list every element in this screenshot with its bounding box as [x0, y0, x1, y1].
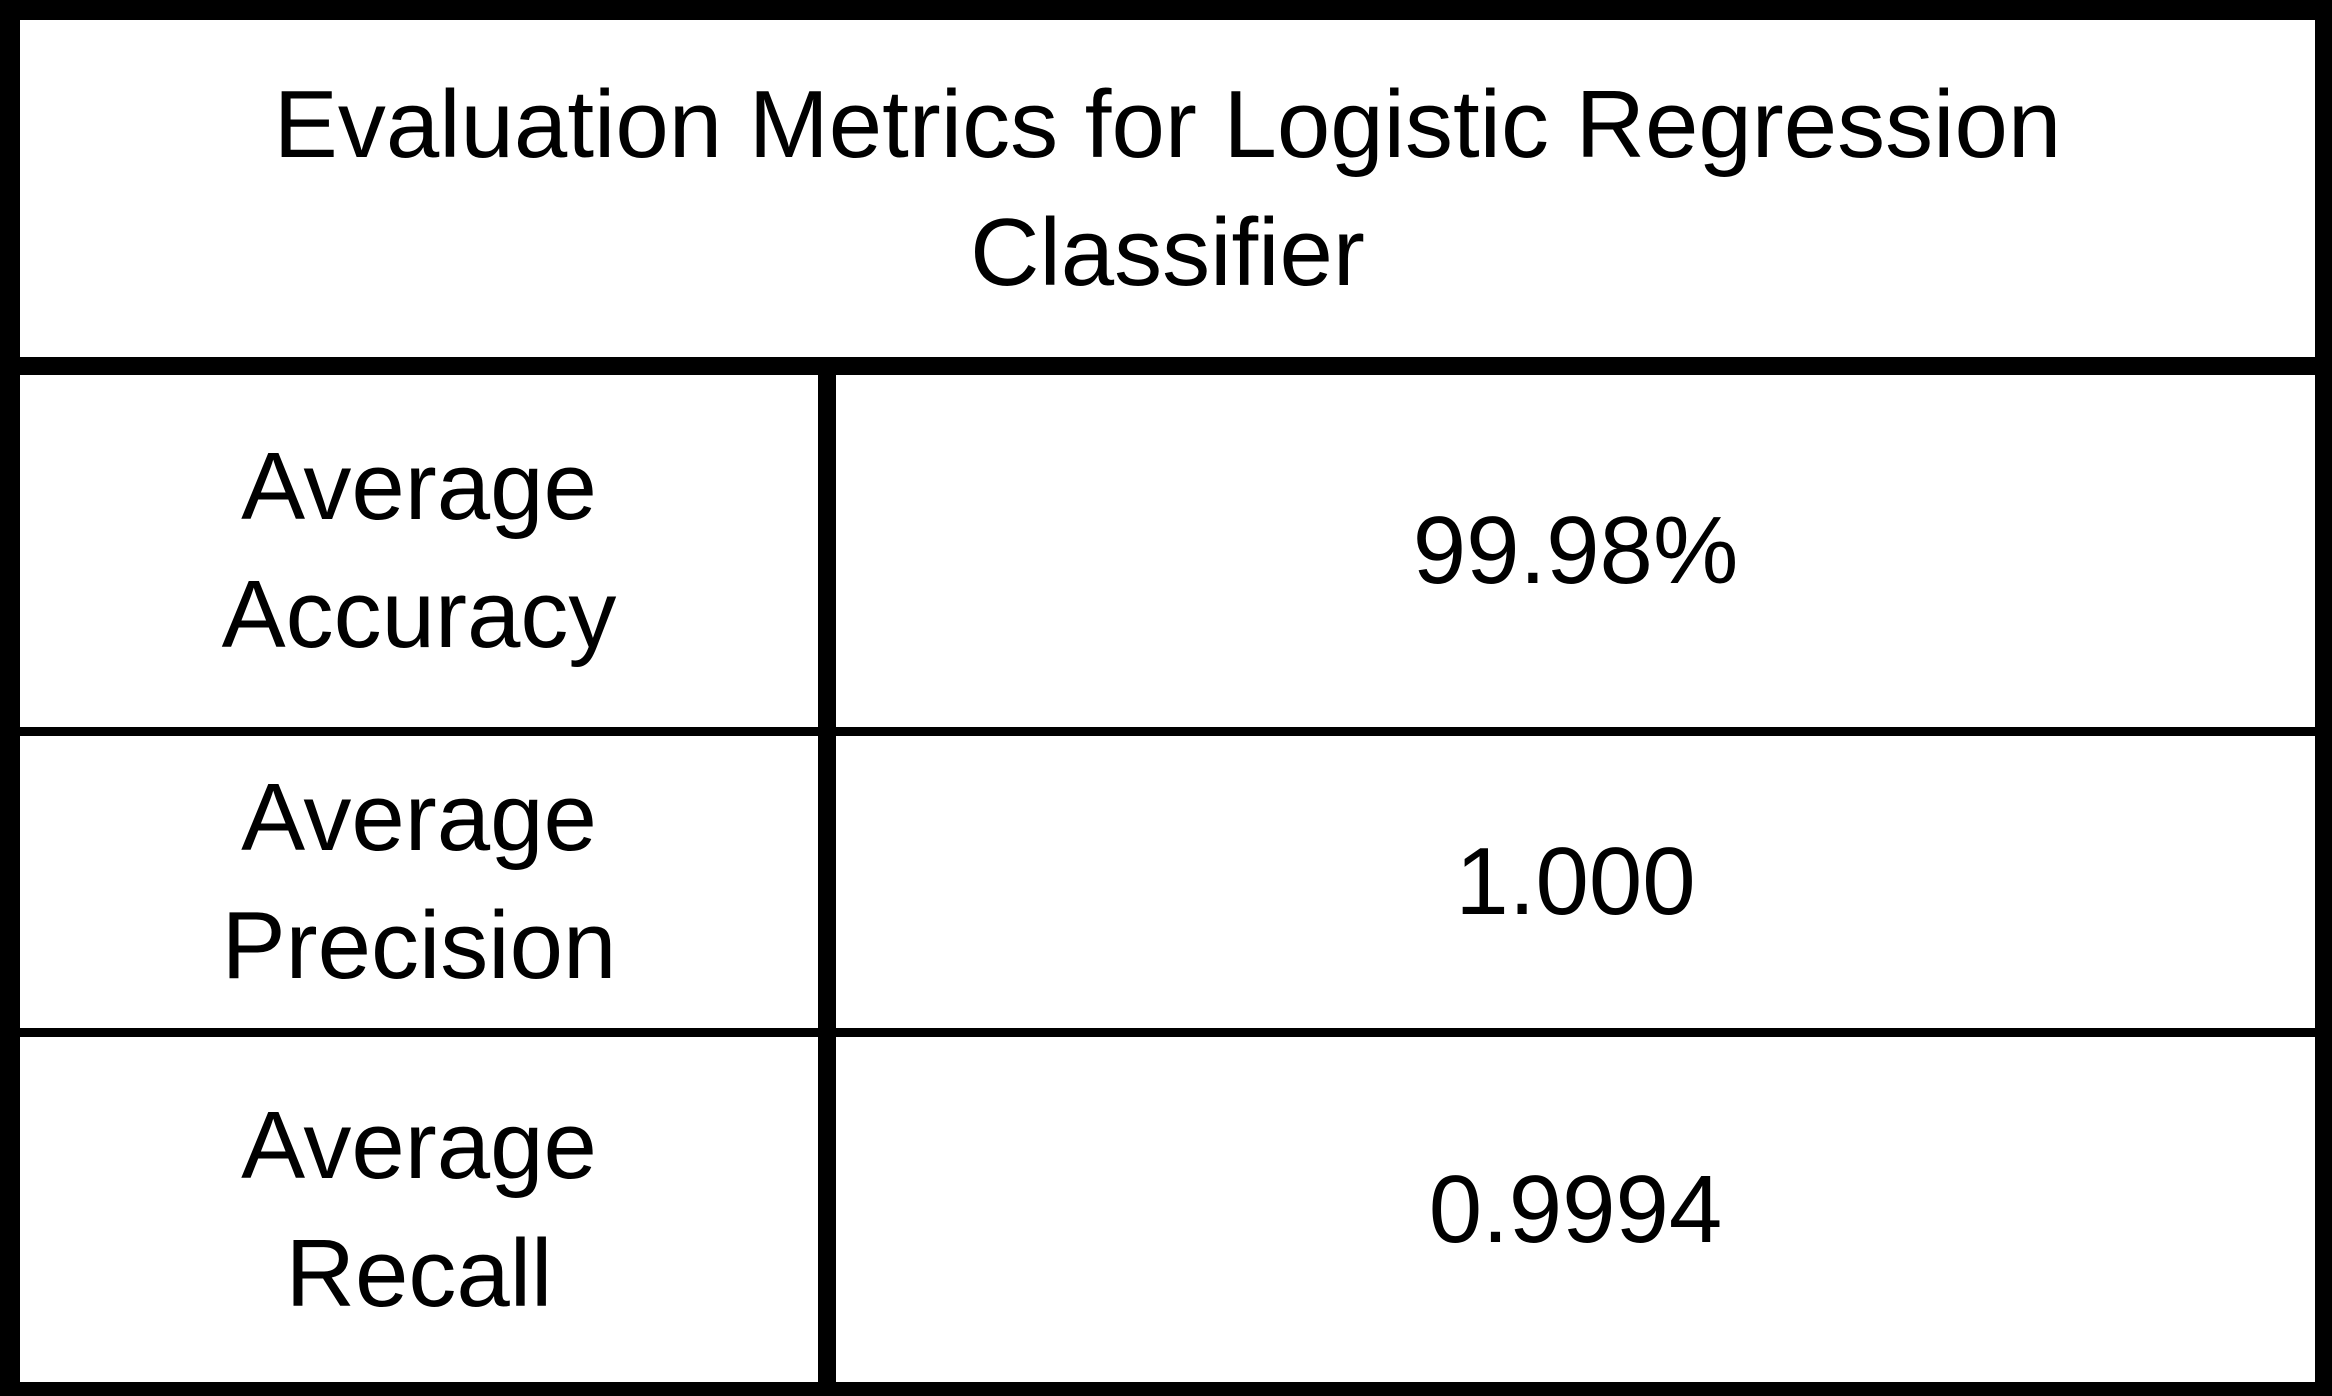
- metric-value: 99.98%: [1412, 497, 1739, 604]
- table-title-cell: Evaluation Metrics for Logistic Regressi…: [20, 20, 2315, 358]
- row-divider: [20, 1028, 2315, 1037]
- table-row-value-precision: 1.000: [836, 736, 2315, 1028]
- table-row-label-accuracy: Average Accuracy: [20, 375, 818, 727]
- metric-value: 0.9994: [1428, 1155, 1723, 1263]
- table-row-value-recall: 0.9994: [836, 1037, 2315, 1382]
- metric-label: Average Accuracy: [221, 433, 617, 668]
- table-row-value-accuracy: 99.98%: [836, 375, 2315, 727]
- column-divider: [818, 357, 836, 1382]
- metric-value: 1.000: [1455, 828, 1696, 935]
- table-row-label-precision: Average Precision: [20, 736, 818, 1028]
- row-divider: [20, 727, 2315, 736]
- table-row-label-recall: Average Recall: [20, 1037, 818, 1382]
- metric-label: Average Precision: [221, 764, 617, 999]
- table-title: Evaluation Metrics for Logistic Regressi…: [273, 71, 2062, 306]
- metric-label: Average Recall: [241, 1091, 597, 1327]
- title-divider: [20, 357, 2315, 375]
